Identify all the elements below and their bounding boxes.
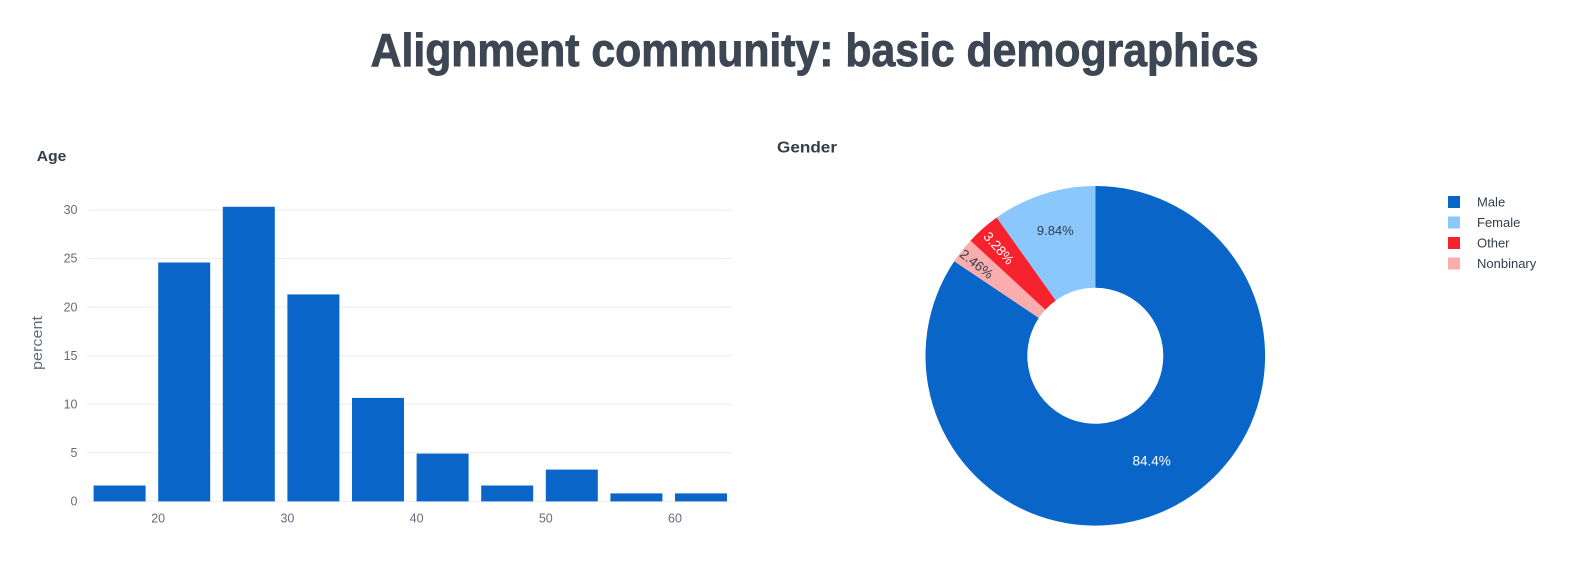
svg-text:Female: Female xyxy=(1477,215,1520,230)
svg-text:10: 10 xyxy=(64,398,78,412)
svg-text:Male: Male xyxy=(1477,195,1505,210)
svg-text:Other: Other xyxy=(1477,236,1510,251)
svg-text:60: 60 xyxy=(668,512,682,526)
svg-text:0: 0 xyxy=(71,495,78,509)
svg-text:Age: Age xyxy=(37,148,66,165)
svg-text:15: 15 xyxy=(64,349,78,363)
svg-text:30: 30 xyxy=(280,512,294,526)
svg-text:9.84%: 9.84% xyxy=(1037,223,1074,238)
svg-text:5: 5 xyxy=(71,446,78,460)
svg-text:40: 40 xyxy=(410,512,424,526)
svg-text:30: 30 xyxy=(64,203,78,217)
svg-text:Alignment community: basic dem: Alignment community: basic demographics xyxy=(371,24,1259,76)
svg-text:Gender: Gender xyxy=(777,140,837,157)
svg-text:84.4%: 84.4% xyxy=(1132,453,1170,468)
svg-text:25: 25 xyxy=(64,252,78,266)
svg-text:50: 50 xyxy=(539,512,553,526)
svg-text:20: 20 xyxy=(151,512,165,526)
svg-text:Nonbinary: Nonbinary xyxy=(1477,256,1537,271)
svg-text:20: 20 xyxy=(64,300,78,314)
svg-text:percent: percent xyxy=(30,316,46,370)
